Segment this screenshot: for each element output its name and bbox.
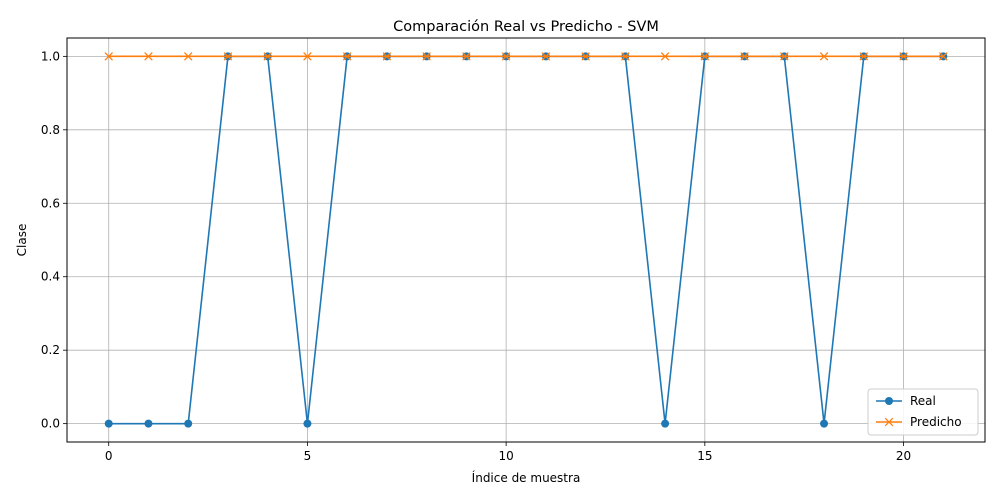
y-tick-label: 0.0 — [41, 417, 60, 431]
data-point — [939, 52, 948, 61]
data-point — [700, 52, 710, 61]
x-tick-label: 5 — [304, 449, 312, 463]
y-axis-title: Clase — [15, 224, 29, 257]
data-point — [820, 419, 829, 428]
y-tick-label: 0.6 — [41, 196, 60, 210]
legend-marker — [885, 397, 893, 405]
legend-entry: Predicho — [876, 415, 962, 429]
legend-marker — [884, 417, 894, 427]
x-tick-label: 15 — [697, 449, 712, 463]
data-point — [899, 52, 908, 61]
data-point — [740, 52, 749, 61]
data-point — [780, 52, 789, 61]
data-point — [104, 52, 113, 61]
series-predicho — [104, 52, 948, 61]
data-point — [541, 52, 551, 61]
x-tick-label: 10 — [498, 449, 513, 463]
x-axis: 0 5 10 15 20 — [105, 442, 911, 463]
y-tick-label: 1.0 — [41, 49, 60, 63]
data-point — [859, 52, 869, 61]
data-point — [422, 52, 431, 61]
x-tick-label: 20 — [896, 449, 911, 463]
series-layer — [104, 52, 948, 428]
data-point — [144, 419, 153, 428]
x-tick-label: 0 — [105, 449, 113, 463]
data-point — [263, 52, 272, 61]
data-point — [184, 419, 193, 428]
y-tick-label: 0.2 — [41, 343, 60, 357]
data-point — [183, 52, 193, 61]
data-point — [223, 52, 233, 61]
data-point — [661, 419, 670, 428]
data-point — [819, 52, 829, 61]
y-axis: 0.0 0.2 0.4 0.6 0.8 1.0 — [41, 49, 67, 431]
legend-label: Predicho — [910, 415, 962, 429]
y-tick-label: 0.4 — [41, 270, 60, 284]
data-point — [382, 52, 392, 61]
legend-label: Real — [910, 394, 936, 408]
data-point — [660, 52, 670, 61]
legend-entry: Real — [876, 394, 936, 408]
data-point — [303, 419, 312, 428]
chart-title: Comparación Real vs Predicho - SVM — [393, 19, 659, 35]
data-point — [581, 52, 590, 61]
data-point — [462, 52, 471, 61]
legend: Real Predicho — [867, 388, 979, 436]
data-point — [144, 52, 153, 61]
data-point — [303, 52, 312, 61]
x-axis-title: Índice de muestra — [472, 470, 581, 485]
plot-frame — [66, 37, 986, 443]
data-point — [501, 52, 511, 61]
data-point — [342, 52, 352, 61]
data-point — [104, 419, 113, 428]
y-tick-label: 0.8 — [41, 123, 60, 137]
data-point — [621, 52, 630, 61]
